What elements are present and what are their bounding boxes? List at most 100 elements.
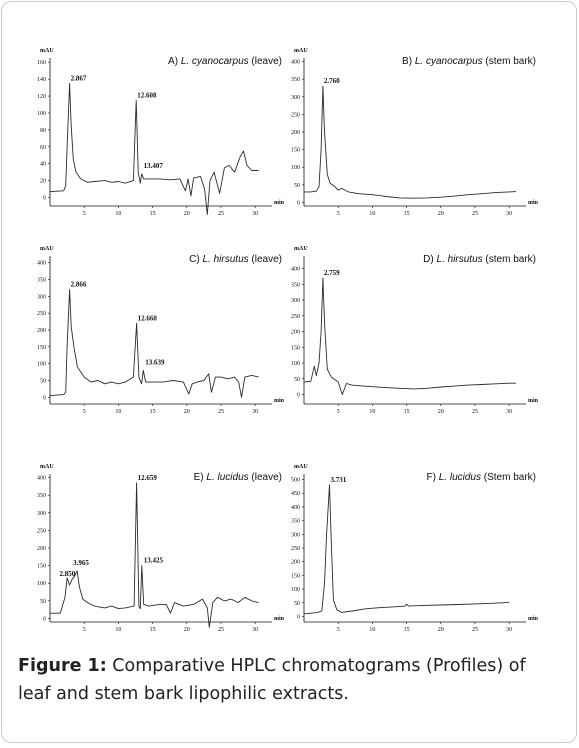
y-tick-label: 160 [37, 60, 46, 66]
x-tick-label: 5 [83, 409, 86, 415]
y-tick-label: 300 [291, 298, 300, 304]
y-tick-label: 100 [291, 587, 300, 593]
x-tick-label: 5 [337, 627, 340, 633]
y-tick-label: 0 [297, 615, 300, 621]
chromatogram-trace [49, 289, 259, 398]
y-tick-label: 350 [291, 519, 300, 525]
chart-title: D) L. hirsutus (stem bark) [423, 254, 536, 265]
y-tick-label: 200 [291, 130, 300, 136]
x-tick-label: 25 [472, 627, 478, 633]
y-tick-label: 0 [297, 200, 300, 206]
x-unit-label: min [528, 616, 539, 622]
chart-svg-f: F) L. lucidus (Stem bark) mAU min 0 50 100 150… [291, 464, 539, 633]
chromatogram-f: F) L. lucidus (Stem bark) mAU min 0 50 100 150… [286, 430, 558, 633]
y-tick-label: 0 [43, 196, 46, 202]
y-tick-label: 250 [291, 314, 300, 320]
x-tick-label: 20 [184, 211, 190, 217]
x-tick-label: 10 [369, 627, 375, 633]
x-unit-label: min [528, 200, 539, 206]
x-tick-label: 10 [369, 211, 375, 217]
y-tick-label: 200 [291, 330, 300, 336]
y-tick-label: 250 [37, 311, 46, 317]
y-tick-label: 60 [40, 145, 46, 151]
y-tick-label: 50 [294, 601, 300, 607]
x-unit-label: min [274, 200, 285, 206]
y-tick-label: 200 [37, 546, 46, 552]
chart-title: B) L. cyanocarpus (stem bark) [402, 56, 536, 67]
y-tick-label: 250 [37, 528, 46, 534]
figure-caption: Figure 1: Comparative HPLC chromatograms… [18, 652, 563, 708]
y-tick-label: 150 [37, 564, 46, 570]
chromatogram-trace [303, 277, 516, 396]
y-tick-label: 50 [294, 183, 300, 189]
y-unit-label: mAU [294, 48, 308, 54]
y-tick-label: 300 [291, 95, 300, 101]
chromatogram-trace [304, 85, 517, 199]
x-tick-label: 15 [404, 211, 410, 217]
y-tick-label: 200 [291, 560, 300, 566]
x-tick-label: 5 [83, 627, 86, 633]
chromatogram-a: A) L. cyanocarpus (leave) mAU min 0 20 40 60 80… [32, 14, 304, 217]
peak-label: 13.407 [144, 162, 164, 170]
peak-label: 2.759 [324, 269, 340, 277]
y-unit-label: mAU [40, 246, 54, 252]
y-tick-label: 0 [297, 393, 300, 399]
x-tick-label: 25 [218, 627, 224, 633]
chart-title: C) L. hirsutus (leave) [189, 254, 282, 265]
y-tick-label: 400 [291, 267, 300, 273]
y-tick-label: 0 [43, 616, 46, 622]
chart-title: A) L. cyanocarpus (leave) [168, 56, 282, 67]
x-tick-label: 10 [115, 211, 121, 217]
peak-label: 2.760 [324, 77, 340, 85]
chart-title: E) L. lucidus (leave) [194, 472, 282, 483]
x-tick-label: 10 [115, 627, 121, 633]
chromatogram-trace [303, 484, 510, 615]
chromatogram-b: B) L. cyanocarpus (stem bark) mAU min 0 50 10… [286, 14, 558, 217]
y-tick-label: 50 [40, 378, 46, 384]
chromatogram-e: E) L. lucidus (leave) mAU min 0 50 100 150 200 2… [32, 430, 304, 633]
y-tick-label: 20 [40, 179, 46, 185]
y-tick-label: 50 [40, 599, 46, 605]
x-tick-label: 5 [337, 409, 340, 415]
x-tick-label: 10 [115, 409, 121, 415]
x-tick-label: 30 [506, 409, 512, 415]
y-tick-label: 300 [291, 532, 300, 538]
x-tick-label: 5 [83, 211, 86, 217]
y-tick-label: 150 [291, 345, 300, 351]
y-unit-label: mAU [40, 48, 54, 54]
x-tick-label: 15 [404, 409, 410, 415]
x-tick-label: 20 [438, 211, 444, 217]
x-tick-label: 30 [506, 211, 512, 217]
peak-label: 12.659 [138, 474, 158, 482]
x-tick-label: 5 [337, 211, 340, 217]
chart-svg-d: D) L. hirsutus (stem bark) mAU min 0 50 100 15… [291, 246, 539, 415]
x-tick-label: 10 [369, 409, 375, 415]
y-tick-label: 250 [291, 112, 300, 118]
y-tick-label: 150 [37, 345, 46, 351]
peak-label: 13.425 [144, 557, 164, 565]
x-tick-label: 15 [150, 409, 156, 415]
y-tick-label: 140 [37, 77, 46, 83]
x-tick-label: 20 [184, 409, 190, 415]
x-tick-label: 15 [150, 211, 156, 217]
y-tick-label: 250 [291, 546, 300, 552]
y-tick-label: 50 [294, 377, 300, 383]
x-tick-label: 20 [438, 627, 444, 633]
y-tick-label: 150 [291, 148, 300, 154]
y-unit-label: mAU [40, 464, 54, 470]
x-tick-label: 25 [472, 211, 478, 217]
caption-text: Comparative HPLC chromatograms (Profiles… [18, 656, 526, 704]
y-tick-label: 350 [291, 282, 300, 288]
y-tick-label: 500 [291, 477, 300, 483]
chromatogram-trace [50, 482, 259, 628]
y-unit-label: mAU [294, 464, 308, 470]
x-tick-label: 30 [506, 627, 512, 633]
y-tick-label: 400 [37, 476, 46, 482]
y-tick-label: 100 [37, 111, 46, 117]
caption-label: Figure 1: [18, 656, 107, 676]
y-tick-label: 450 [291, 491, 300, 497]
y-tick-label: 400 [291, 505, 300, 511]
peak-label: 12.660 [138, 314, 158, 322]
x-unit-label: min [274, 398, 285, 404]
